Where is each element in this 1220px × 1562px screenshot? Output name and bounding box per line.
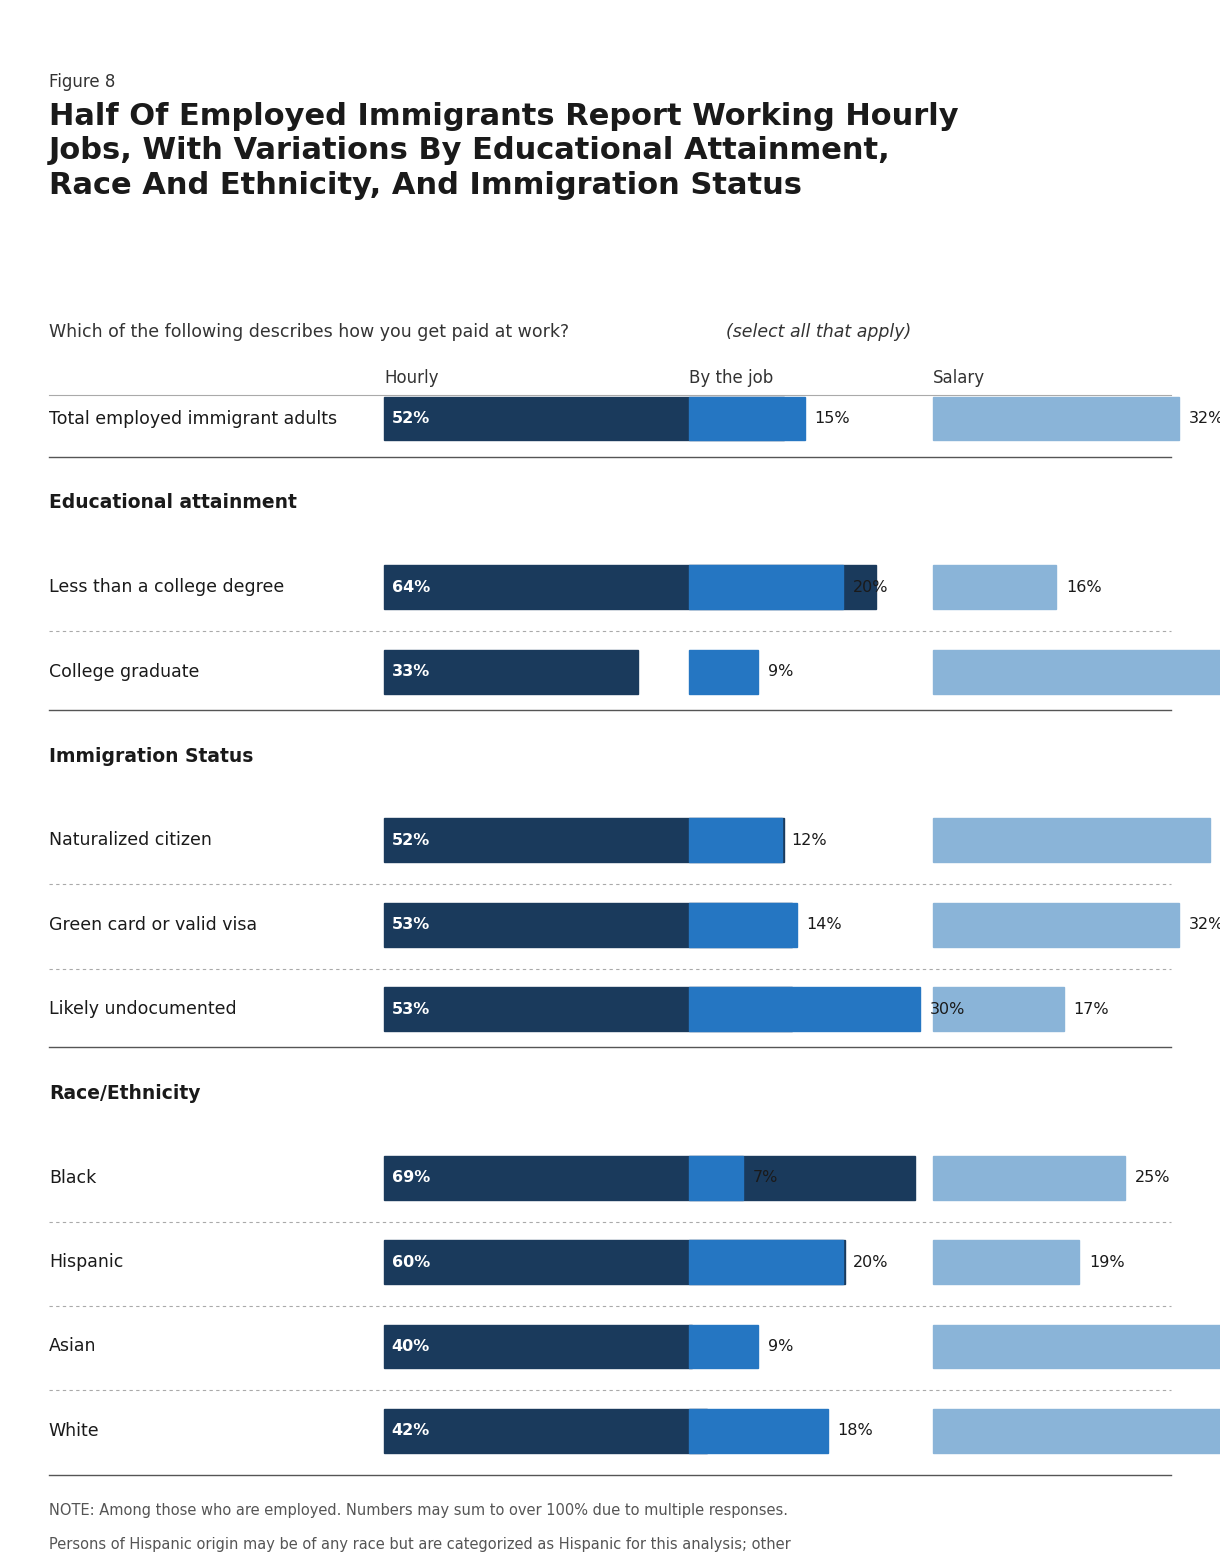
Text: 64%: 64% — [392, 580, 429, 595]
Text: 20%: 20% — [853, 1254, 888, 1270]
Text: Total employed immigrant adults: Total employed immigrant adults — [49, 409, 337, 428]
Text: 17%: 17% — [1074, 1001, 1109, 1017]
Text: 40%: 40% — [392, 1339, 429, 1354]
Text: 15%: 15% — [815, 411, 850, 426]
Text: 7%: 7% — [753, 1170, 778, 1186]
Text: Educational attainment: Educational attainment — [49, 494, 296, 512]
Text: 9%: 9% — [769, 664, 793, 679]
Text: 30%: 30% — [930, 1001, 965, 1017]
Text: Asian: Asian — [49, 1337, 96, 1356]
Text: 52%: 52% — [392, 833, 429, 848]
Text: 12%: 12% — [792, 833, 827, 848]
Text: By the job: By the job — [689, 369, 773, 387]
Text: 32%: 32% — [1190, 411, 1220, 426]
Text: Race/Ethnicity: Race/Ethnicity — [49, 1084, 200, 1103]
Text: 9%: 9% — [769, 1339, 793, 1354]
Text: Naturalized citizen: Naturalized citizen — [49, 831, 212, 850]
Text: Likely undocumented: Likely undocumented — [49, 1000, 237, 1018]
Text: 42%: 42% — [392, 1423, 429, 1439]
Text: Which of the following describes how you get paid at work?: Which of the following describes how you… — [49, 323, 575, 342]
Text: Persons of Hispanic origin may be of any race but are categorized as Hispanic fo: Persons of Hispanic origin may be of any… — [49, 1537, 791, 1553]
Text: College graduate: College graduate — [49, 662, 199, 681]
Text: Immigration Status: Immigration Status — [49, 747, 254, 765]
Text: 14%: 14% — [806, 917, 842, 933]
Text: Salary: Salary — [933, 369, 986, 387]
Text: 32%: 32% — [1190, 917, 1220, 933]
Text: NOTE: Among those who are employed. Numbers may sum to over 100% due to multiple: NOTE: Among those who are employed. Numb… — [49, 1503, 788, 1518]
Text: 18%: 18% — [837, 1423, 874, 1439]
Text: 53%: 53% — [392, 1001, 429, 1017]
Text: Black: Black — [49, 1168, 96, 1187]
Text: 20%: 20% — [853, 580, 888, 595]
Text: 25%: 25% — [1135, 1170, 1171, 1186]
Text: Hispanic: Hispanic — [49, 1253, 123, 1271]
Text: Less than a college degree: Less than a college degree — [49, 578, 284, 597]
Text: 33%: 33% — [392, 664, 429, 679]
Text: White: White — [49, 1421, 99, 1440]
Text: 52%: 52% — [392, 411, 429, 426]
Text: 19%: 19% — [1089, 1254, 1125, 1270]
Text: Green card or valid visa: Green card or valid visa — [49, 915, 257, 934]
Text: Figure 8: Figure 8 — [49, 73, 115, 92]
Text: 16%: 16% — [1066, 580, 1102, 595]
Text: Hourly: Hourly — [384, 369, 439, 387]
Text: Half Of Employed Immigrants Report Working Hourly
Jobs, With Variations By Educa: Half Of Employed Immigrants Report Worki… — [49, 102, 959, 200]
Text: 53%: 53% — [392, 917, 429, 933]
Text: 60%: 60% — [392, 1254, 429, 1270]
Text: 69%: 69% — [392, 1170, 429, 1186]
Text: (select all that apply): (select all that apply) — [726, 323, 911, 342]
